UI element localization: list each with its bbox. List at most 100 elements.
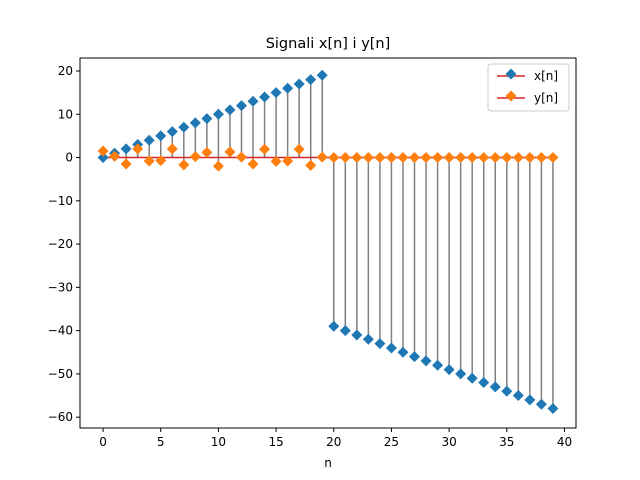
marker-x: [224, 104, 236, 116]
marker-x: [524, 394, 536, 406]
marker-x: [512, 390, 524, 402]
marker-y: [132, 143, 144, 155]
y-tick-label: 0: [65, 151, 73, 165]
marker-y: [270, 155, 282, 167]
marker-y: [420, 152, 432, 164]
marker-y: [120, 158, 132, 170]
marker-y: [109, 150, 121, 162]
marker-y: [305, 159, 317, 171]
legend-label: y[n]: [534, 91, 558, 105]
x-tick-label: 5: [157, 435, 165, 449]
chart-title: Signali x[n] i y[n]: [266, 36, 391, 52]
marker-x: [166, 126, 178, 138]
marker-y: [201, 146, 213, 158]
marker-x: [443, 364, 455, 376]
marker-x: [385, 342, 397, 354]
marker-y: [282, 155, 294, 167]
y-tick-label: −20: [48, 237, 73, 251]
marker-y: [512, 152, 524, 164]
marker-x: [420, 355, 432, 367]
y-tick-label: −30: [48, 280, 73, 294]
legend-marker: [505, 90, 517, 102]
marker-x: [293, 78, 305, 90]
marker-x: [409, 351, 421, 363]
marker-y: [178, 159, 190, 171]
x-axis: 0 5 10 15 20 25 30 35 40: [99, 428, 572, 449]
marker-y: [489, 152, 501, 164]
marker-y: [166, 143, 178, 155]
marker-y: [351, 152, 363, 164]
x-tick-label: 0: [99, 435, 107, 449]
marker-y: [362, 152, 374, 164]
x-tick-label: 25: [384, 435, 399, 449]
marker-y: [466, 152, 478, 164]
marker-y: [547, 152, 559, 164]
marker-y: [143, 155, 155, 167]
marker-x: [478, 377, 490, 389]
marker-y: [385, 152, 397, 164]
x-tick-label: 35: [499, 435, 514, 449]
marker-x: [432, 359, 444, 371]
y-tick-label: −60: [48, 410, 73, 424]
marker-x: [143, 134, 155, 146]
marker-y: [97, 145, 109, 157]
x-tick-label: 30: [441, 435, 456, 449]
y-axis: 20 10 0 −10 −20 −30 −40 −50 −60: [48, 64, 80, 424]
marker-x: [489, 381, 501, 393]
marker-x: [316, 69, 328, 81]
marker-x: [235, 100, 247, 112]
marker-y: [316, 151, 328, 163]
legend-marker: [505, 68, 517, 80]
marker-x: [374, 338, 386, 350]
stems: [102, 75, 554, 409]
y-tick-label: −40: [48, 324, 73, 338]
marker-x: [351, 329, 363, 341]
marker-y: [374, 152, 386, 164]
marker-y: [339, 152, 351, 164]
marker-y: [259, 143, 271, 155]
marker-x: [212, 108, 224, 120]
marker-y: [501, 152, 513, 164]
marker-x: [547, 403, 559, 415]
marker-x: [501, 385, 513, 397]
marker-x: [282, 82, 294, 94]
marker-x: [155, 130, 167, 142]
marker-x: [120, 143, 132, 155]
marker-y: [247, 158, 259, 170]
x-tick-label: 15: [268, 435, 283, 449]
marker-x: [535, 398, 547, 410]
marker-y: [397, 152, 409, 164]
marker-y: [535, 152, 547, 164]
y-tick-label: 20: [58, 64, 73, 78]
marker-x: [305, 74, 317, 86]
marker-x: [97, 152, 109, 164]
marker-y: [455, 152, 467, 164]
marker-y: [328, 152, 340, 164]
marker-x: [455, 368, 467, 380]
marker-y: [155, 155, 167, 167]
y-tick-label: −10: [48, 194, 73, 208]
marker-y: [524, 152, 536, 164]
marker-y: [409, 152, 421, 164]
marker-y: [235, 151, 247, 163]
marker-y: [212, 160, 224, 172]
marker-x: [270, 87, 282, 99]
x-axis-label: n: [324, 456, 332, 470]
marker-y: [224, 146, 236, 158]
marker-x: [247, 95, 259, 107]
marker-y: [432, 152, 444, 164]
x-tick-label: 10: [211, 435, 226, 449]
marker-x: [362, 333, 374, 345]
marker-x: [397, 346, 409, 358]
marker-x: [466, 372, 478, 384]
legend-label: x[n]: [534, 69, 558, 83]
y-tick-label: −50: [48, 367, 73, 381]
marker-x: [178, 121, 190, 133]
marker-x: [339, 325, 351, 337]
marker-y: [478, 152, 490, 164]
y-tick-label: 10: [58, 107, 73, 121]
marker-x: [259, 91, 271, 103]
markers: [97, 69, 559, 415]
marker-x: [201, 113, 213, 125]
